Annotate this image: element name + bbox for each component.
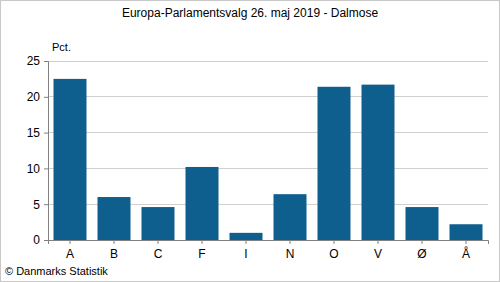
x-tick: I bbox=[244, 240, 247, 261]
x-axis-line bbox=[49, 241, 489, 245]
y-tick-mark bbox=[44, 133, 48, 134]
y-tick-mark bbox=[44, 168, 48, 169]
y-tick-label: 0 bbox=[33, 233, 40, 247]
x-tick: C bbox=[154, 240, 163, 261]
plot: 0 5 10 15 20 25 A B C F I N O V Ø Å bbox=[27, 54, 489, 260]
y-tick-label: 10 bbox=[27, 162, 41, 176]
y-axis-line bbox=[44, 62, 49, 241]
y-tick: 20 bbox=[27, 90, 48, 104]
y-tick-label: 5 bbox=[33, 198, 40, 212]
y-tick-mark bbox=[44, 204, 48, 205]
x-tick-label: O bbox=[329, 247, 338, 261]
x-tick: B bbox=[110, 240, 118, 261]
y-tick-mark bbox=[44, 61, 48, 62]
x-tick-mark bbox=[422, 240, 423, 244]
y-tick-label: 20 bbox=[27, 90, 41, 104]
x-tick-mark bbox=[334, 240, 335, 244]
x-tick-mark bbox=[158, 240, 159, 244]
x-tick-label: Å bbox=[462, 246, 470, 261]
x-tick-mark bbox=[70, 240, 71, 244]
y-tick-label: 25 bbox=[27, 54, 41, 68]
x-tick-mark bbox=[378, 240, 379, 244]
x-tick: F bbox=[198, 240, 205, 261]
y-tick: 10 bbox=[27, 162, 48, 176]
title: Europa-Parlamentsvalg 26. maj 2019 - Dal… bbox=[122, 6, 378, 20]
grid bbox=[48, 61, 488, 240]
x-tick-label: I bbox=[244, 247, 247, 261]
x-tick-mark bbox=[202, 240, 203, 244]
bar bbox=[186, 167, 219, 240]
y-tick: 5 bbox=[33, 198, 48, 212]
x-tick: O bbox=[329, 240, 338, 261]
chart: 0 5 10 15 20 25 A B C F I N O V Ø Å Europa-Parlamentsval… bbox=[0, 0, 500, 282]
y-tick-label: 15 bbox=[27, 126, 41, 140]
x-tick-label: N bbox=[286, 247, 295, 261]
grid-line bbox=[48, 96, 488, 97]
x-tick: Ø bbox=[417, 240, 426, 261]
x-tick-mark bbox=[246, 240, 247, 244]
bar bbox=[142, 207, 175, 240]
x-tick: A bbox=[66, 240, 74, 261]
y-tick: 15 bbox=[27, 126, 48, 140]
x-tick-label: C bbox=[154, 247, 163, 261]
x-tick: Å bbox=[462, 240, 470, 261]
grid-line bbox=[48, 168, 488, 169]
grid-line bbox=[48, 61, 488, 62]
x-tick: V bbox=[374, 240, 382, 261]
bars bbox=[54, 79, 483, 240]
bar bbox=[98, 197, 131, 240]
y-tick: 25 bbox=[27, 54, 48, 68]
x-tick: N bbox=[286, 240, 295, 261]
x-tick-label: V bbox=[374, 247, 382, 261]
bar bbox=[230, 233, 263, 240]
x-axis: ABCFINOVØÅ bbox=[49, 240, 489, 261]
x-tick-mark bbox=[466, 240, 467, 244]
y-tick: 0 bbox=[33, 233, 48, 247]
bar bbox=[318, 87, 351, 240]
y-tick-mark bbox=[44, 97, 48, 98]
bar bbox=[274, 194, 307, 240]
x-tick-mark bbox=[114, 240, 115, 244]
grid-line bbox=[48, 132, 488, 133]
bar bbox=[450, 224, 483, 240]
bar bbox=[54, 79, 87, 240]
y-axis-label: Pct. bbox=[52, 41, 71, 53]
x-tick-label: F bbox=[198, 247, 205, 261]
x-tick-label: A bbox=[66, 247, 74, 261]
frame bbox=[1, 1, 500, 282]
x-tick-label: Ø bbox=[417, 247, 426, 261]
x-tick-label: B bbox=[110, 247, 118, 261]
source: © Danmarks Statistik bbox=[5, 265, 108, 277]
y-tick-mark bbox=[44, 240, 48, 241]
y-axis: 0 5 10 15 20 25 bbox=[27, 54, 49, 247]
bar bbox=[362, 85, 395, 240]
bar bbox=[406, 207, 439, 240]
x-tick-mark bbox=[290, 240, 291, 244]
